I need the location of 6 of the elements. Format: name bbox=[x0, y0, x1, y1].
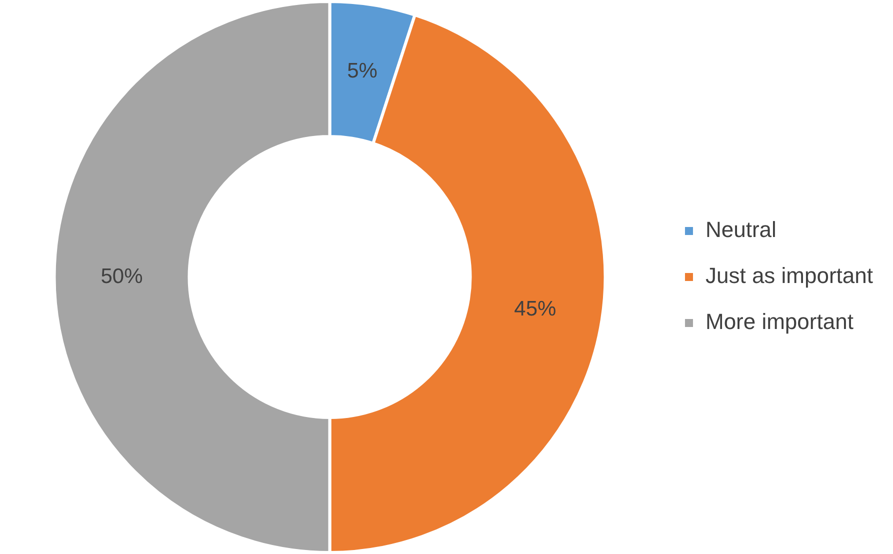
data-label: 5% bbox=[347, 59, 378, 82]
legend-label: Just as important bbox=[705, 263, 873, 288]
data-label: 50% bbox=[100, 264, 143, 288]
legend-label: More important bbox=[705, 309, 854, 334]
data-label: 45% bbox=[514, 297, 556, 320]
legend-label: Neutral bbox=[705, 217, 776, 242]
